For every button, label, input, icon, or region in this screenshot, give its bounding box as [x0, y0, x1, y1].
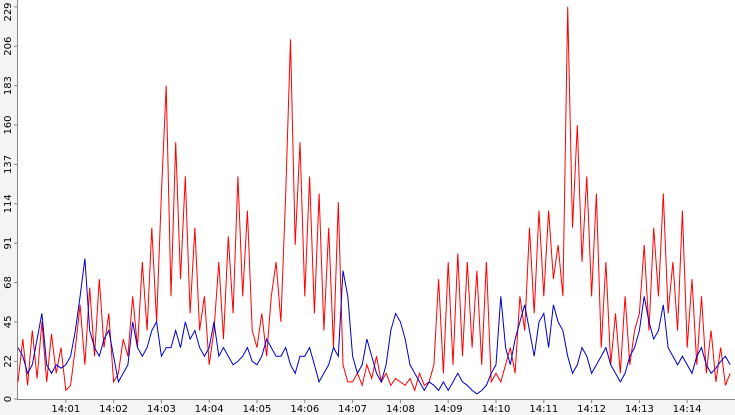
y-tick-label: 229	[3, 2, 14, 21]
x-tick-label: 14:05	[243, 404, 272, 415]
y-tick-label: 22	[3, 355, 14, 368]
x-tick-label: 14:06	[290, 404, 319, 415]
series-line	[17, 6, 731, 392]
x-tick-label: 14:02	[99, 404, 128, 415]
x-tick-label: 14:11	[529, 404, 558, 415]
x-axis-band	[0, 399, 735, 415]
x-tick-label: 14:01	[51, 404, 80, 415]
y-tick-label: 183	[3, 76, 14, 95]
x-tick-label: 14:10	[482, 404, 511, 415]
series-line	[17, 258, 731, 395]
y-tick-label: 160	[3, 115, 14, 134]
y-tick-label: 206	[3, 37, 14, 56]
x-tick-label: 14:13	[625, 404, 654, 415]
x-tick-label: 14:04	[195, 404, 224, 415]
y-tick-label: 114	[3, 194, 14, 213]
y-tick-label: 45	[3, 316, 14, 329]
x-tick-label: 14:12	[577, 404, 606, 415]
x-tick-label: 14:08	[386, 404, 415, 415]
y-tick-label: 91	[3, 237, 14, 250]
y-axis-band	[0, 0, 17, 415]
x-tick-label: 14:03	[147, 404, 176, 415]
y-tick-label: 68	[3, 276, 14, 289]
y-tick-label: 137	[3, 155, 14, 174]
y-tick-label: 0	[3, 396, 14, 402]
x-tick-label: 14:14	[673, 404, 702, 415]
x-tick-label: 14:07	[338, 404, 367, 415]
x-tick-label: 14:09	[434, 404, 463, 415]
